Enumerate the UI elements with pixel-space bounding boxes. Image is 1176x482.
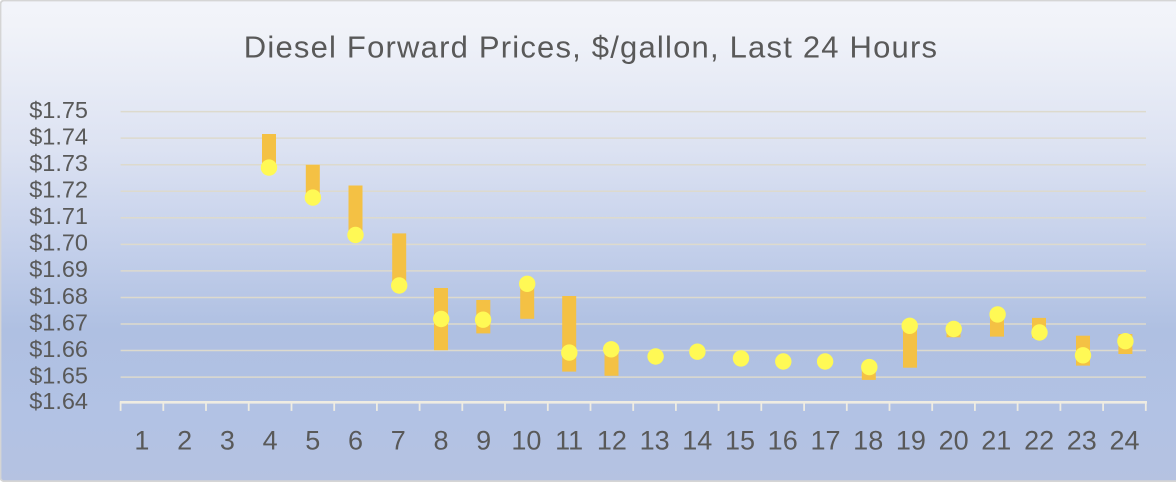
svg-text:24: 24 [1109, 426, 1139, 456]
svg-text:$1.74: $1.74 [29, 123, 88, 149]
svg-text:$1.73: $1.73 [29, 150, 88, 176]
svg-text:$1.65: $1.65 [29, 362, 88, 388]
svg-text:4: 4 [263, 426, 278, 456]
svg-text:$1.72: $1.72 [29, 177, 88, 203]
svg-text:7: 7 [391, 426, 406, 456]
svg-text:9: 9 [476, 426, 491, 456]
svg-text:$1.69: $1.69 [29, 256, 88, 282]
svg-text:17: 17 [810, 426, 840, 456]
svg-text:8: 8 [433, 426, 448, 456]
svg-text:22: 22 [1024, 426, 1054, 456]
svg-text:$1.70: $1.70 [29, 230, 88, 256]
svg-text:10: 10 [511, 426, 541, 456]
svg-text:12: 12 [597, 426, 627, 456]
svg-text:13: 13 [640, 426, 670, 456]
svg-text:6: 6 [348, 426, 363, 456]
svg-text:3: 3 [220, 426, 235, 456]
svg-text:$1.64: $1.64 [29, 388, 88, 414]
svg-text:21: 21 [981, 426, 1011, 456]
svg-text:$1.67: $1.67 [29, 309, 88, 335]
svg-text:$1.68: $1.68 [29, 283, 88, 309]
svg-text:23: 23 [1067, 426, 1097, 456]
svg-text:18: 18 [853, 426, 883, 456]
svg-text:15: 15 [725, 426, 755, 456]
svg-text:20: 20 [939, 426, 969, 456]
svg-text:2: 2 [177, 426, 192, 456]
svg-text:16: 16 [768, 426, 798, 456]
svg-text:Diesel Forward Prices, $/gallo: Diesel Forward Prices, $/gallon, Last 24… [244, 30, 938, 65]
svg-text:19: 19 [896, 426, 926, 456]
svg-text:$1.71: $1.71 [29, 203, 88, 229]
svg-text:11: 11 [555, 426, 583, 456]
svg-text:14: 14 [682, 426, 712, 456]
svg-text:$1.66: $1.66 [29, 336, 88, 362]
svg-text:5: 5 [305, 426, 320, 456]
svg-text:$1.75: $1.75 [29, 97, 88, 123]
svg-text:1: 1 [134, 426, 149, 456]
